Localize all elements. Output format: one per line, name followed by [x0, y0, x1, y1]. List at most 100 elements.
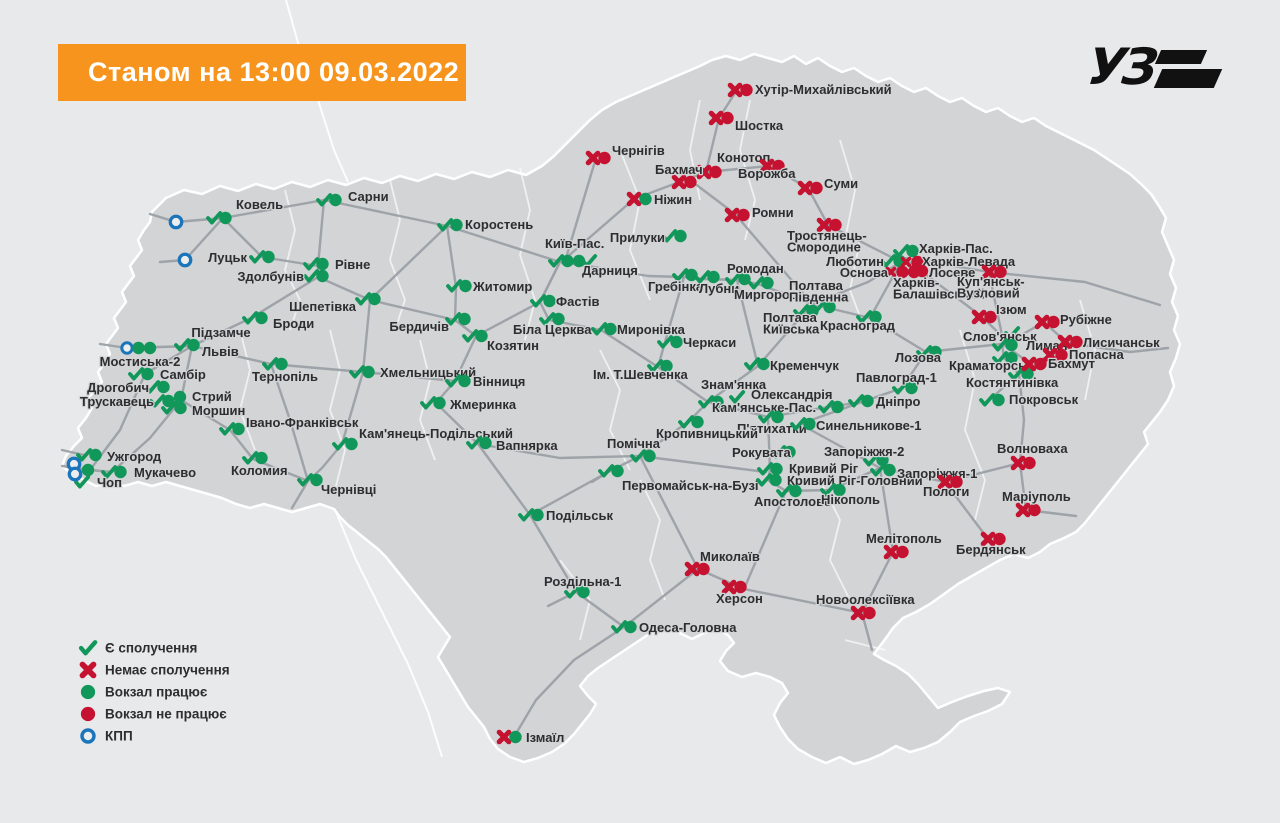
- no-connection-x-icon: [980, 531, 996, 547]
- oblast-border: [419, 339, 436, 461]
- station-label: Самбір: [160, 367, 206, 382]
- station-label: Тернопіль: [252, 369, 318, 384]
- station-open-dot-icon: [643, 449, 656, 463]
- connection-check-icon: [598, 464, 615, 478]
- station-label: Харків-Пас.: [919, 241, 993, 256]
- station: Мелітополь: [865, 530, 943, 560]
- station-label: Лиман: [1026, 338, 1068, 353]
- connection-check-icon: [591, 322, 608, 336]
- connection-check-icon: [101, 465, 118, 479]
- connection-check-icon: [262, 357, 279, 371]
- checkpoint-icon: [80, 728, 96, 744]
- no-connection-x-icon: [1015, 502, 1031, 518]
- station-label: Бахмут: [1048, 356, 1095, 371]
- connection-check-icon: [661, 229, 678, 243]
- station-open-dot-icon: [475, 329, 488, 343]
- station-label: Ізмаїл: [526, 730, 564, 745]
- station: Чернівці: [297, 473, 378, 498]
- station: Кам'янське-Пас.: [711, 399, 844, 416]
- station: Харків-Пас.: [893, 240, 994, 258]
- station-label: Мостиська-2: [100, 354, 181, 369]
- station: Шепетівка: [288, 292, 381, 315]
- railway-line: [638, 454, 700, 571]
- railway-line: [290, 479, 310, 510]
- station: Нікополь: [820, 483, 881, 508]
- station-label: Чернігів: [612, 143, 665, 158]
- station: Херсон: [715, 579, 764, 607]
- legend-item: Є сполучення: [78, 640, 197, 656]
- station-label: Луцьк: [208, 250, 247, 265]
- station: Ромни: [724, 204, 795, 223]
- connection-check-icon: [420, 396, 437, 410]
- no-connection-x-icon: [1010, 455, 1026, 471]
- station: Суми: [797, 175, 859, 196]
- station: Львів: [174, 338, 240, 360]
- neighbor-border: [335, 511, 443, 758]
- station-closed-dot-icon: [896, 265, 909, 279]
- connection-check-icon: [445, 312, 462, 326]
- station-label: Кривий Ріг: [789, 461, 859, 476]
- station-label: Запоріжжя-1: [897, 466, 977, 481]
- railway-line: [1065, 341, 1170, 354]
- railway-line: [638, 454, 768, 474]
- station: Коломия: [230, 451, 289, 479]
- station-closed-dot-icon: [80, 706, 96, 722]
- legend-label: Немає сполучення: [105, 663, 230, 678]
- station-open-dot-icon: [232, 422, 245, 436]
- railway-line: [1017, 372, 1028, 512]
- station: Миколаїв: [684, 548, 761, 577]
- station-label: Коростень: [465, 217, 533, 232]
- connection-check-icon: [446, 279, 463, 293]
- connection-check-icon: [770, 445, 787, 459]
- railway-line: [558, 260, 903, 306]
- connection-check-icon: [870, 463, 887, 477]
- station-closed-dot-icon: [810, 181, 823, 195]
- connection-check-icon: [161, 401, 178, 415]
- station-closed-dot-icon: [915, 264, 929, 278]
- station-label: Конотоп: [717, 150, 770, 165]
- no-connection-x-icon: [1057, 334, 1073, 350]
- connection-check-icon: [206, 211, 223, 225]
- oblast-border: [959, 329, 986, 521]
- oblast-border: [284, 189, 301, 331]
- station-label: Івано-Франківськ: [246, 415, 359, 430]
- railway-line: [860, 466, 895, 652]
- station-label: Ніжин: [654, 192, 692, 207]
- connection-check-icon: [992, 351, 1009, 365]
- station-label: Ромни: [752, 205, 794, 220]
- station: Козятин: [462, 329, 540, 354]
- station: Пологи: [922, 474, 971, 500]
- station-label: Черкаси: [683, 335, 736, 350]
- connection-check-icon: [149, 394, 166, 408]
- uz-logo: УЗ: [1085, 38, 1223, 96]
- station-label: Вапнярка: [496, 438, 558, 453]
- station-label: Тростянець-Смородине: [787, 228, 867, 255]
- station: Фастів: [530, 293, 601, 310]
- station-open-dot-icon: [691, 415, 704, 429]
- station-open-dot-icon: [141, 367, 154, 381]
- no-connection-x-icon: [971, 309, 987, 325]
- station-open-dot-icon: [670, 335, 683, 349]
- station-label: Волноваха: [997, 441, 1068, 456]
- connection-check-icon: [657, 335, 674, 349]
- station: Волноваха: [996, 440, 1070, 471]
- station: Роздільна-1: [543, 573, 623, 599]
- station-label: Моршин: [192, 403, 245, 418]
- no-connection-x-icon: [816, 217, 832, 233]
- no-connection-x-icon: [1034, 314, 1050, 330]
- connection-check-icon: [530, 294, 547, 308]
- station-label: Краматорськ: [949, 358, 1033, 373]
- station-label: Бердичів: [389, 319, 449, 334]
- connection-check-icon: [1008, 367, 1025, 381]
- station-label: Миргород: [734, 287, 799, 302]
- no-connection-x-icon: [1042, 347, 1058, 363]
- no-connection-x-icon: [696, 164, 712, 180]
- station-closed-dot-icon: [772, 159, 785, 173]
- station-open-dot-icon: [173, 390, 187, 404]
- station-closed-dot-icon: [721, 111, 734, 125]
- oblast-border: [1079, 299, 1096, 401]
- uz-logo-stripes-icon: [1153, 50, 1223, 88]
- station-open-dot-icon: [162, 394, 175, 408]
- station-label: Костянтинівка: [966, 375, 1059, 390]
- station-open-dot-icon: [738, 272, 751, 286]
